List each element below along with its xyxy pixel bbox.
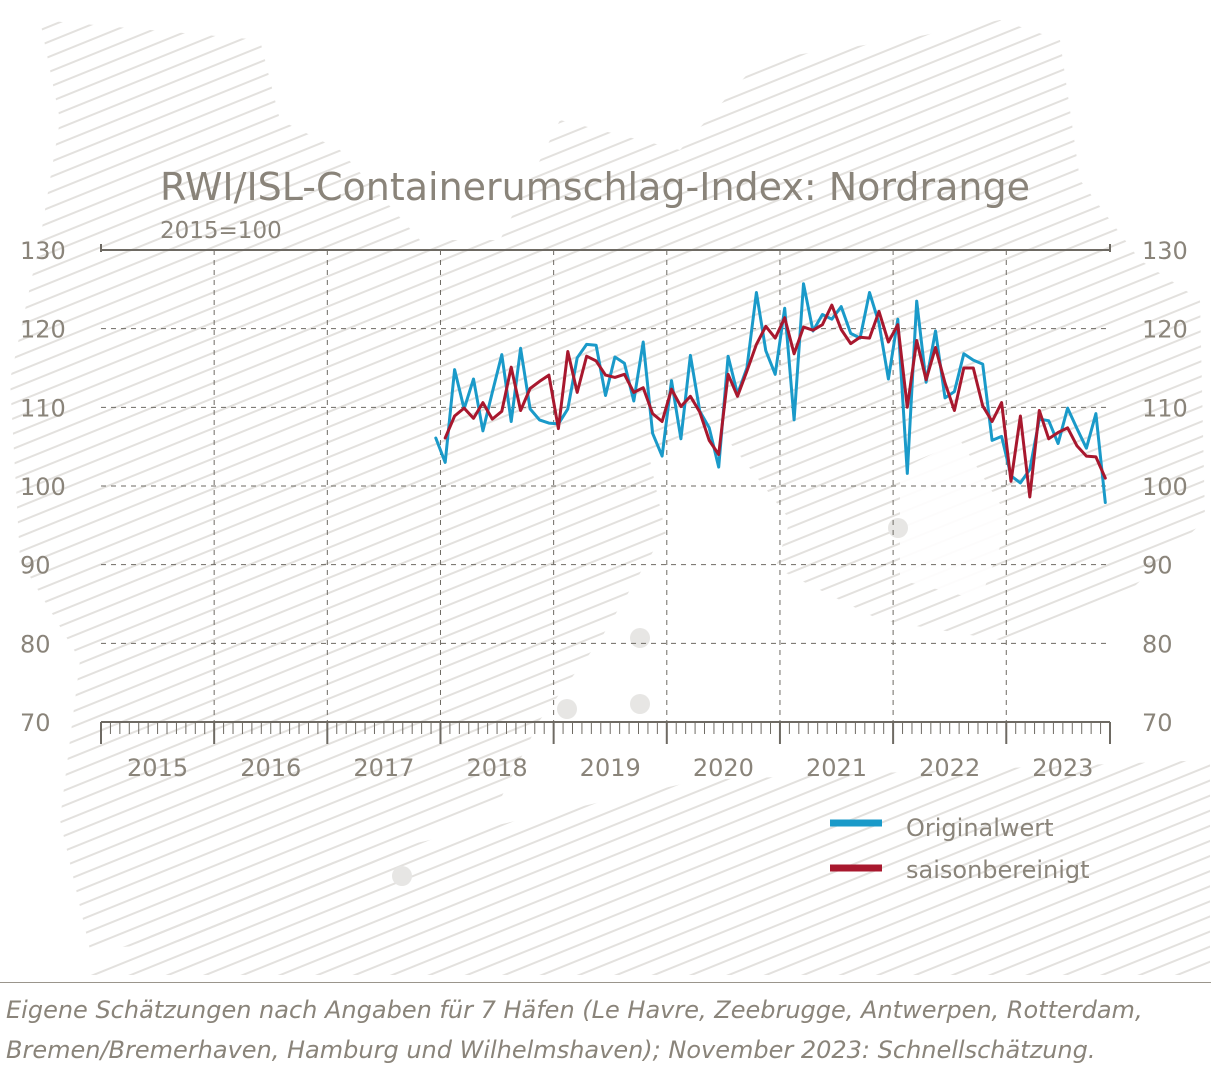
y-tick-label-left-110: 110 xyxy=(20,394,66,422)
series-line-saisonbereinigt xyxy=(443,303,1107,499)
gridlines xyxy=(101,249,1110,722)
x-tick-label-2017: 2017 xyxy=(353,754,414,782)
series-line-originalwert xyxy=(434,282,1107,504)
x-tick-label-2019: 2019 xyxy=(580,754,641,782)
y-tick-label-right-100: 100 xyxy=(1142,473,1188,501)
background-map xyxy=(10,20,1210,975)
x-tick-label-2020: 2020 xyxy=(693,754,754,782)
y-tick-label-right-130: 130 xyxy=(1142,237,1188,265)
tick-labels: 70 70 80 80 90 90 100 100 110 110 120 120 130 130 2015… xyxy=(20,237,1188,782)
legend: Originalwert saisonbereinigt xyxy=(830,814,1090,884)
y-tick-label-right-110: 110 xyxy=(1142,394,1188,422)
y-tick-label-left-100: 100 xyxy=(20,473,66,501)
legend-label-originalwert: Originalwert xyxy=(906,814,1054,842)
x-tick-label-2016: 2016 xyxy=(240,754,301,782)
x-tick-label-2018: 2018 xyxy=(467,754,528,782)
series-lines xyxy=(434,282,1107,504)
y-tick-label-left-120: 120 xyxy=(20,316,66,344)
chart-title: RWI/ISL-Containerumschlag-Index: Nordran… xyxy=(160,165,1030,209)
x-tick-label-2022: 2022 xyxy=(919,754,980,782)
y-tick-label-left-70: 70 xyxy=(20,709,51,737)
y-tick-label-left-130: 130 xyxy=(20,237,66,265)
y-tick-label-right-80: 80 xyxy=(1142,630,1173,658)
caption-line-2: Bremen/Bremerhaven, Hamburg und Wilhelms… xyxy=(6,1036,1096,1064)
source-caption: Eigene Schätzungen nach Angaben für 7 Hä… xyxy=(6,990,1206,1070)
chart-subtitle: 2015=100 xyxy=(160,218,282,244)
legend-label-saisonbereinigt: saisonbereinigt xyxy=(906,856,1090,884)
axes xyxy=(100,244,1111,744)
caption-divider xyxy=(0,982,1211,983)
x-tick-label-2015: 2015 xyxy=(127,754,188,782)
y-tick-label-right-120: 120 xyxy=(1142,316,1188,344)
y-tick-label-right-70: 70 xyxy=(1142,709,1173,737)
x-tick-label-2023: 2023 xyxy=(1032,754,1093,782)
y-tick-label-left-80: 80 xyxy=(20,630,51,658)
y-tick-label-right-90: 90 xyxy=(1142,552,1173,580)
caption-line-1: Eigene Schätzungen nach Angaben für 7 Hä… xyxy=(6,996,1143,1024)
y-tick-label-left-90: 90 xyxy=(20,552,51,580)
x-tick-label-2021: 2021 xyxy=(806,754,867,782)
